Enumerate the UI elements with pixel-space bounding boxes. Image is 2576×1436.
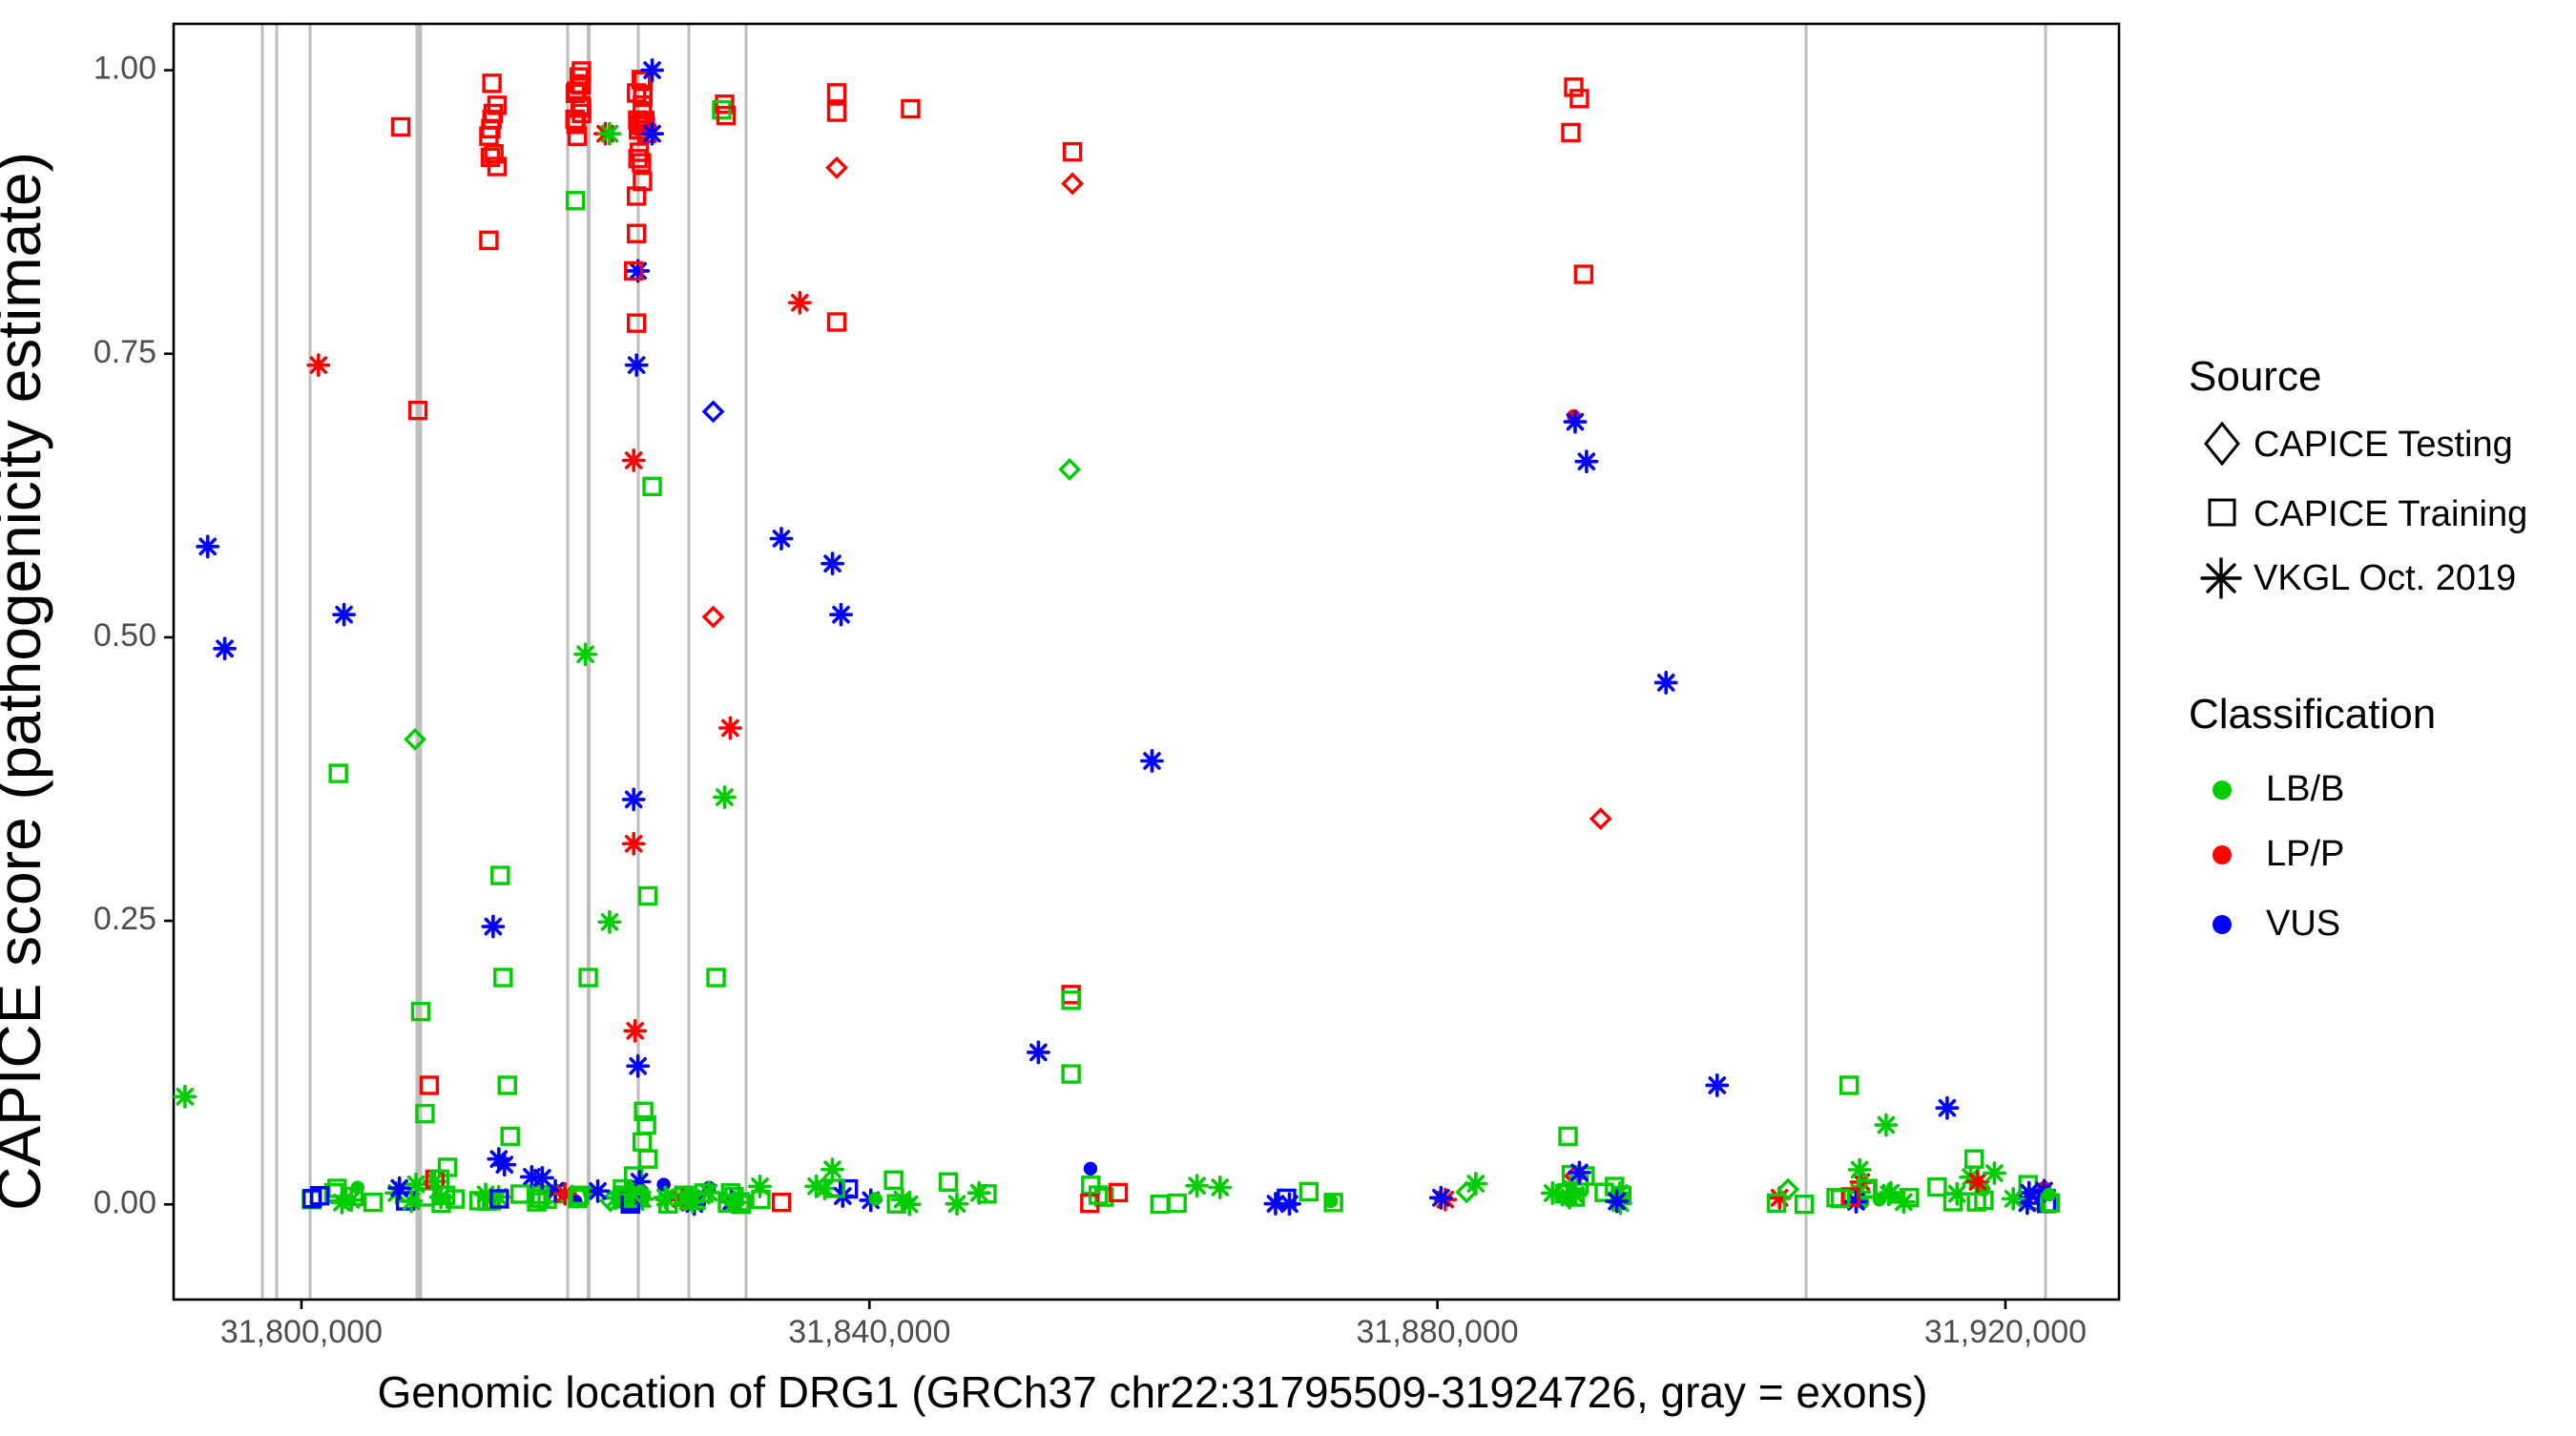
svg-text:31,880,000: 31,880,000: [1357, 1314, 1519, 1350]
svg-text:0.00: 0.00: [93, 1184, 156, 1220]
svg-text:CAPICE score (pathogenicity es: CAPICE score (pathogenicity estimate): [0, 152, 53, 1211]
svg-text:CAPICE Testing: CAPICE Testing: [2254, 425, 2513, 465]
svg-text:LP/P: LP/P: [2266, 834, 2344, 874]
svg-text:0.75: 0.75: [93, 334, 156, 370]
svg-text:1.00: 1.00: [93, 51, 156, 87]
svg-text:LB/B: LB/B: [2266, 769, 2344, 809]
svg-text:0.25: 0.25: [93, 901, 156, 937]
svg-text:VUS: VUS: [2266, 904, 2340, 944]
svg-text:Genomic location of DRG1 (GRCh: Genomic location of DRG1 (GRCh37 chr22:3…: [377, 1367, 1927, 1417]
svg-text:Source: Source: [2189, 353, 2321, 400]
svg-text:VKGL Oct. 2019: VKGL Oct. 2019: [2254, 558, 2516, 598]
svg-text:CAPICE Training: CAPICE Training: [2254, 494, 2527, 534]
svg-text:Classification: Classification: [2189, 691, 2436, 738]
svg-text:0.50: 0.50: [93, 617, 156, 654]
svg-text:31,920,000: 31,920,000: [1924, 1314, 2087, 1350]
svg-text:31,840,000: 31,840,000: [788, 1314, 950, 1350]
svg-text:31,800,000: 31,800,000: [220, 1314, 383, 1350]
